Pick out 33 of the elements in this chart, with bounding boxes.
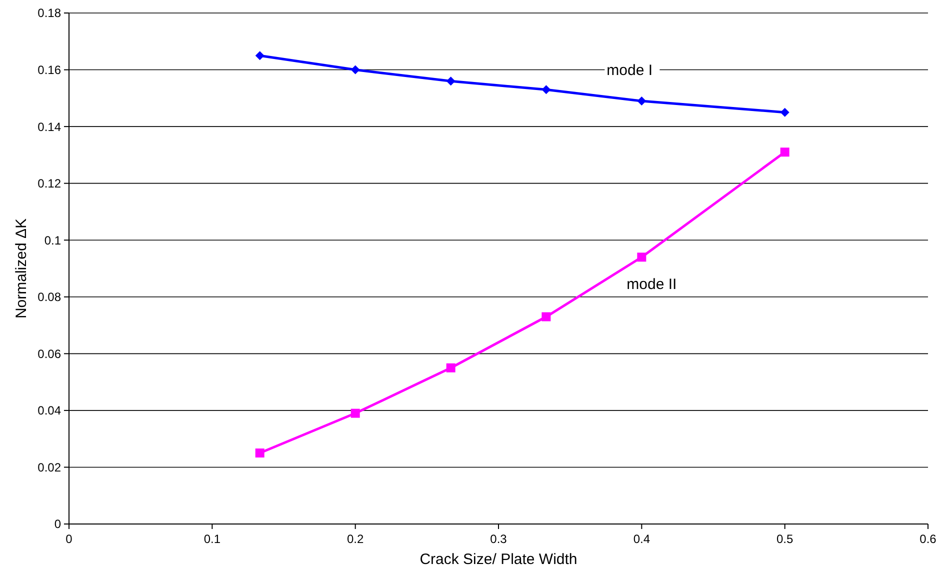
y-tick-label: 0.02 [38, 460, 62, 474]
point [780, 148, 790, 157]
point [542, 85, 551, 94]
y-tick-label: 0.08 [38, 290, 62, 304]
y-tick-label: 0 [54, 517, 62, 532]
x-tick-label: 0 [66, 532, 73, 546]
x-tick-label: 0.6 [920, 532, 937, 546]
y-tick-label: 0.04 [38, 404, 62, 418]
point [446, 363, 456, 372]
x-tick-label: 0.4 [633, 532, 650, 546]
series-label: mode II [626, 276, 677, 294]
point [637, 96, 646, 106]
y-axis-title: Normalized ΔK [13, 218, 30, 319]
point [350, 65, 360, 74]
point [637, 252, 646, 262]
y-tick-label: 0.06 [38, 346, 62, 361]
point [255, 51, 264, 60]
y-tick-label: 0.1 [44, 233, 62, 248]
point [255, 448, 264, 458]
point [780, 108, 790, 117]
point [350, 408, 360, 418]
x-tick-label: 0.1 [204, 532, 221, 546]
series-label: mode I [606, 62, 653, 80]
y-tick-label: 0.14 [38, 120, 62, 134]
point [542, 312, 551, 322]
y-tick-label: 0.18 [38, 6, 62, 20]
x-tick-label: 0.3 [490, 532, 508, 546]
x-tick-label: 0.5 [776, 532, 794, 546]
point [446, 76, 456, 86]
y-tick-label: 0.16 [38, 62, 62, 77]
x-tick-label: 0.2 [346, 532, 364, 546]
y-tick-label: 0.12 [38, 176, 62, 191]
x-axis-title: Crack Size/ Plate Width [420, 551, 578, 568]
